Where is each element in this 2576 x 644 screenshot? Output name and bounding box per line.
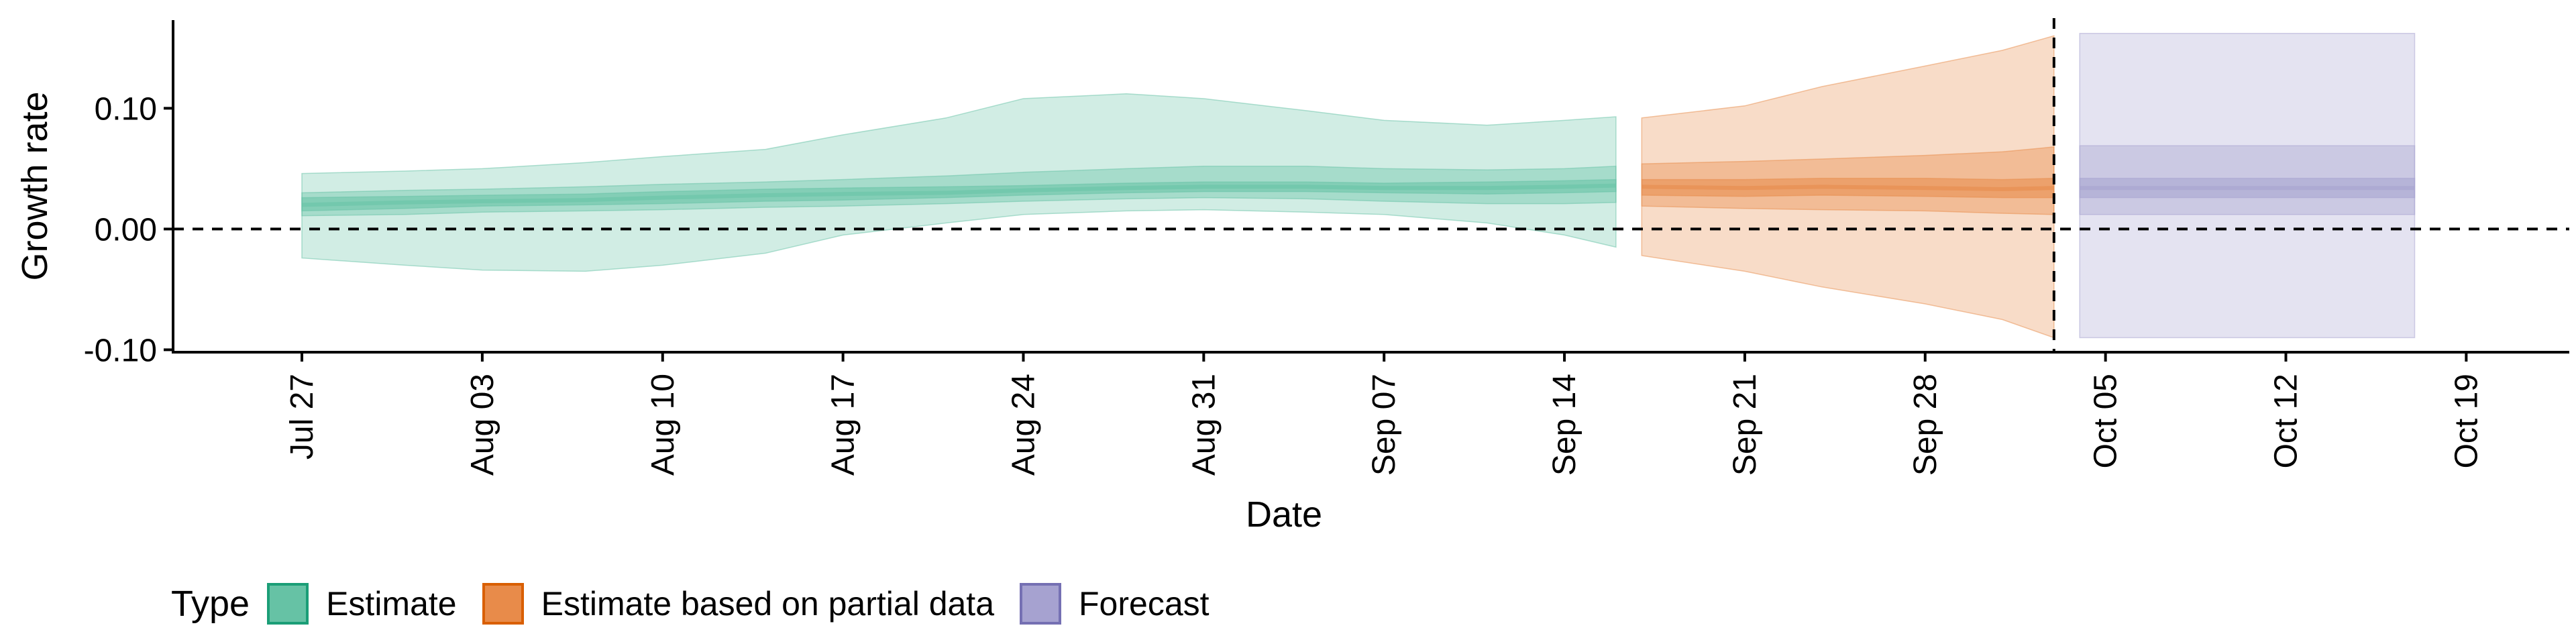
x-tick-label: Aug 03 [465,374,500,476]
x-tick-label: Oct 12 [2269,374,2304,468]
x-tick-label: Sep 07 [1366,374,1402,476]
legend-label-forecast: Forecast [1079,585,1210,623]
x-tick-label: Oct 05 [2088,374,2124,468]
reference-lines [173,18,2569,352]
y-tick-label: -0.10 [84,333,157,368]
legend-item-estimate: Estimate [267,583,457,625]
legend-item-partial: Estimate based on partial data [482,583,994,625]
credible-interval-bands [301,33,2416,339]
legend-label-partial: Estimate based on partial data [541,585,995,623]
x-tick-label: Oct 19 [2449,374,2484,468]
x-tick-label: Sep 21 [1727,374,1763,476]
growth-rate-chart: -0.10 0.00 0.10 Jul 27 Aug 03 Aug 10 Aug 17 Aug… [15,18,2569,535]
axes: -0.10 0.00 0.10 Jul 27 Aug 03 Aug 10 Aug 17 Aug… [84,20,2569,476]
x-tick-label: Aug 24 [1006,374,1041,476]
series-forecast [2079,33,2416,339]
y-tick-label: 0.10 [95,91,157,127]
band-90-estimate [301,93,1617,272]
y-axis-label: Growth rate [15,91,55,280]
series-estimate [301,93,1617,272]
median-line-estimate [301,183,1616,207]
x-tick-label: Sep 28 [1908,374,1943,476]
legend-swatch-partial [482,583,524,625]
series-partial [1641,35,2055,339]
legend-swatch-estimate [267,583,309,625]
x-tick-label: Jul 27 [284,374,320,460]
legend-item-forecast: Forecast [1020,583,1210,625]
x-tick-label: Aug 17 [826,374,861,476]
legend-label-estimate: Estimate [326,585,457,623]
x-tick-label: Aug 10 [645,374,681,476]
legend-swatch-forecast [1020,583,1062,625]
x-axis-label: Date [1246,494,1322,535]
y-tick-label: 0.00 [95,212,157,248]
legend: Type Estimate Estimate based on partial … [171,578,1235,629]
x-tick-label: Sep 14 [1547,374,1582,476]
legend-title: Type [171,584,250,624]
x-tick-label: Aug 31 [1186,374,1222,476]
median-line-partial [1642,184,2054,192]
